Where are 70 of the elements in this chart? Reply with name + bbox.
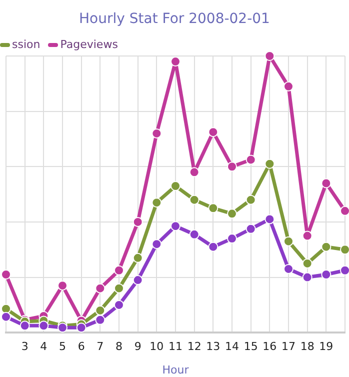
point — [264, 51, 275, 61]
point — [1, 304, 11, 314]
x-tick-label: 4 — [40, 340, 48, 354]
point — [132, 216, 143, 227]
point — [284, 264, 294, 274]
point — [227, 234, 237, 244]
point — [95, 283, 106, 294]
point — [302, 258, 312, 268]
point — [340, 206, 349, 216]
point — [1, 312, 11, 322]
point — [132, 275, 143, 286]
point — [208, 203, 218, 214]
point — [189, 194, 200, 205]
point — [321, 178, 332, 188]
x-tick-label: 16 — [262, 340, 277, 354]
x-tick-label: 9 — [134, 340, 142, 354]
point — [114, 265, 124, 276]
x-tick-label: 14 — [225, 340, 239, 354]
point — [170, 221, 180, 232]
point — [1, 270, 11, 280]
x-tick-label: 6 — [78, 340, 85, 354]
x-tick-label: 5 — [59, 340, 66, 354]
legend-label: ssion — [12, 38, 40, 51]
point — [264, 158, 275, 169]
point — [227, 162, 237, 172]
point — [114, 300, 124, 310]
x-tick-label: 17 — [282, 340, 296, 354]
point — [321, 270, 332, 280]
point — [284, 236, 294, 246]
x-tick-label: 15 — [244, 340, 258, 354]
point — [76, 322, 86, 333]
point — [227, 208, 237, 219]
point — [264, 214, 275, 224]
x-tick-label: 3 — [21, 340, 28, 354]
x-tick-label: 18 — [300, 340, 314, 354]
point — [340, 244, 349, 255]
chart-title: Hourly Stat For 2008-02-01 — [78, 11, 271, 27]
point — [246, 154, 256, 165]
point — [38, 320, 49, 331]
point — [170, 56, 180, 67]
x-tick-label: 19 — [319, 340, 334, 354]
point — [170, 181, 180, 191]
point — [20, 320, 30, 331]
point — [246, 194, 256, 205]
x-tick-label: 7 — [96, 340, 104, 354]
point — [208, 242, 218, 252]
legend-label: Pageviews — [60, 38, 118, 51]
point — [246, 224, 256, 234]
point — [321, 242, 332, 252]
point — [152, 128, 162, 138]
x-tick-label: 10 — [150, 340, 164, 354]
point — [95, 305, 106, 316]
point — [302, 272, 312, 282]
point — [114, 283, 124, 294]
point — [302, 230, 312, 241]
x-axis-title: Hour — [162, 363, 190, 376]
point — [284, 81, 294, 92]
point — [58, 280, 68, 291]
point — [340, 265, 349, 276]
x-tick-label: 11 — [168, 340, 182, 354]
point — [152, 239, 162, 250]
point — [152, 198, 162, 208]
point — [189, 167, 200, 178]
point — [132, 252, 143, 263]
x-tick-label: 13 — [206, 340, 220, 354]
point — [95, 314, 106, 325]
x-tick-label: 8 — [116, 340, 122, 354]
point — [189, 229, 200, 240]
point — [208, 127, 218, 138]
x-tick-label: 12 — [187, 340, 202, 354]
